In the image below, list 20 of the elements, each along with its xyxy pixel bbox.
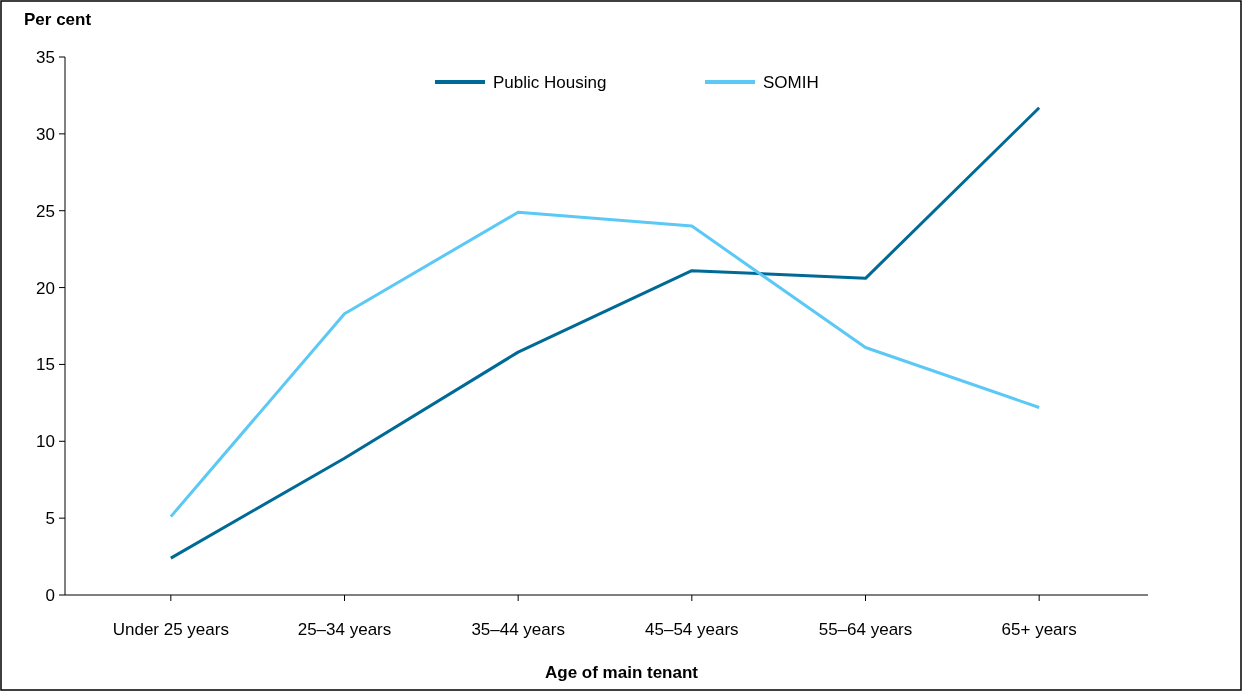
- x-tick-label: 35–44 years: [471, 620, 565, 639]
- y-tick-label: 35: [36, 47, 55, 67]
- x-tick-label: Under 25 years: [112, 620, 229, 639]
- x-tick-label: 45–54 years: [645, 620, 739, 639]
- x-tick-label: 55–64 years: [818, 620, 913, 639]
- y-tick-label: 5: [45, 509, 55, 529]
- legend-label: Public Housing: [493, 72, 607, 92]
- y-tick-label: 0: [45, 585, 55, 605]
- x-axis-title: Age of main tenant: [544, 663, 699, 682]
- y-tick-label: 10: [36, 432, 55, 452]
- y-tick-label: 15: [36, 355, 55, 375]
- y-tick-label: 30: [36, 124, 55, 144]
- line-series: [169, 106, 1041, 560]
- line-series: [169, 210, 1041, 519]
- y-tick-label: 25: [36, 201, 55, 221]
- y-axis-title: Per cent: [24, 10, 92, 29]
- x-tick-label: 65+ years: [1001, 620, 1077, 639]
- legend-label: SOMIH: [763, 72, 819, 92]
- y-tick-label: 20: [36, 278, 55, 298]
- x-tick-label: 25–34 years: [297, 620, 392, 639]
